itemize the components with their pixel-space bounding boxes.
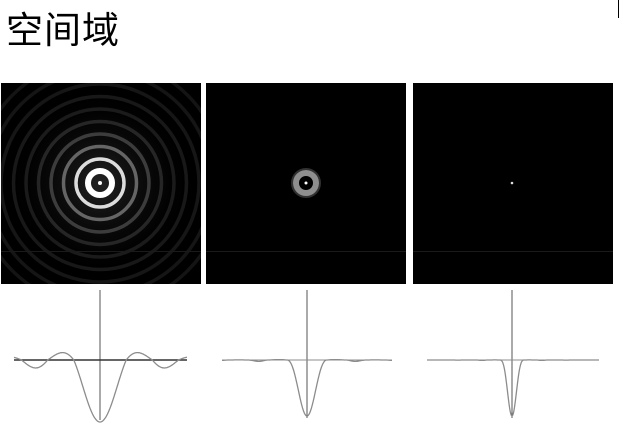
central-point xyxy=(98,181,102,185)
medium-outer-glow xyxy=(291,168,321,198)
central-point xyxy=(304,181,308,185)
edge-divider xyxy=(618,0,619,18)
profile-curve-narrow xyxy=(427,359,599,417)
slide-title: 空间域 xyxy=(6,9,120,52)
diffraction-ring xyxy=(36,119,164,247)
diffraction-ring xyxy=(11,94,189,272)
spatial-image-medium xyxy=(206,83,406,284)
diffraction-ring xyxy=(49,132,151,234)
diffraction-ring xyxy=(61,144,139,222)
spatial-image-wide xyxy=(1,83,201,284)
profile-wide xyxy=(1,288,201,428)
spatial-image-narrow xyxy=(413,83,613,284)
profile-medium xyxy=(206,288,406,428)
profile-plot-wide xyxy=(13,290,188,423)
spatial-panel-narrow xyxy=(413,83,613,284)
spatial-panel-wide xyxy=(1,83,201,284)
central-bright-ring xyxy=(85,168,115,198)
profile-plot-medium xyxy=(222,290,392,418)
panel-seam xyxy=(1,251,201,252)
spatial-panel-medium xyxy=(206,83,406,284)
profile-curve-wide xyxy=(13,351,188,423)
diffraction-ring xyxy=(1,83,201,284)
diffraction-ring xyxy=(74,157,126,209)
central-point xyxy=(510,181,514,185)
diffraction-rings-wide xyxy=(1,83,201,284)
panel-seam xyxy=(413,251,613,252)
panel-seam xyxy=(206,251,406,252)
profile-curve-medium xyxy=(222,358,392,417)
diffraction-ring xyxy=(24,107,176,259)
profile-narrow xyxy=(413,288,613,428)
profile-plot-narrow xyxy=(427,290,599,418)
medium-ring xyxy=(293,170,319,196)
